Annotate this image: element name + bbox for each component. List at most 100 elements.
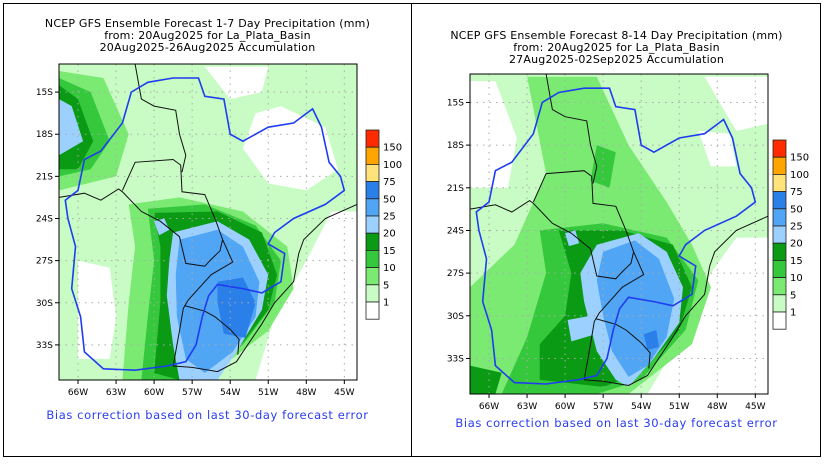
x-tick-label: 57W <box>182 388 202 398</box>
outer-table-border <box>3 3 821 457</box>
precip-field <box>470 74 768 394</box>
colorbar-swatch <box>772 242 787 261</box>
x-tick-label: 48W <box>296 388 316 398</box>
x-tick-label: 48W <box>707 402 727 412</box>
y-tick-label: 21S <box>447 184 464 194</box>
y-tick-label: 18S <box>447 141 464 151</box>
precip-contour-9 <box>470 365 502 394</box>
colorbar-label: 20 <box>790 239 803 250</box>
colorbar-swatch <box>365 198 380 217</box>
y-tick-label: 24S <box>36 214 53 224</box>
x-tick-label: 66W <box>68 388 88 398</box>
chart-subtitle-period: 27Aug2025-02Sep2025 Accumulation <box>508 53 724 66</box>
y-tick-label: 30S <box>36 299 53 309</box>
colorbar-swatch <box>772 139 787 158</box>
y-tick-label: 18S <box>36 130 53 140</box>
colorbar-label: 75 <box>383 177 396 188</box>
precip-map-week1: 66W 63W 60W 57W 54W 51W 48W 45W 15S 18S 21S 24S 27S 3… <box>36 63 402 398</box>
precip-contour-3 <box>698 130 737 167</box>
precip-contour-2 <box>704 76 768 131</box>
colorbar-swatch <box>772 225 787 244</box>
chart-subtitle-from: from: 20Aug2025 for La_Plata_Basin <box>513 41 720 54</box>
panel-divider <box>411 3 412 457</box>
colorbar-label: 50 <box>790 204 803 215</box>
x-tick-label: 63W <box>106 388 126 398</box>
colorbar-swatch <box>772 311 787 330</box>
y-tick-label: 27S <box>36 257 53 267</box>
basin-outline <box>475 87 757 385</box>
chart-title: NCEP GFS Ensemble Forecast 1-7 Day Preci… <box>44 17 371 30</box>
precip-contour-3 <box>255 211 357 380</box>
colorbar-swatch <box>365 301 380 320</box>
colorbar-swatch <box>772 294 787 313</box>
country-border <box>59 188 234 367</box>
x-tick-label: 60W <box>555 402 575 412</box>
x-tick-label: 54W <box>631 402 651 412</box>
colorbar-label: 5 <box>383 280 389 291</box>
colorbar-swatch <box>772 156 787 175</box>
colorbar-label: 1 <box>383 298 389 309</box>
x-tick-label: 54W <box>220 388 240 398</box>
country-borders <box>59 64 357 373</box>
colorbar-swatch <box>365 181 380 200</box>
panel-week1: NCEP GFS Ensemble Forecast 1-7 Day Preci… <box>4 4 411 456</box>
colorbar-swatch <box>365 232 380 251</box>
grid-lines <box>59 64 357 380</box>
bias-correction-note: Bias correction based on last 30-day for… <box>46 408 369 422</box>
colorbar-label: 100 <box>383 160 402 171</box>
country-border <box>595 318 651 369</box>
precip-contour-12 <box>567 315 596 342</box>
panel-week2: NCEP GFS Ensemble Forecast 8-14 Day Prec… <box>413 4 820 456</box>
y-tick-label: 24S <box>447 226 464 236</box>
colorbar-legend: 150 100 75 50 25 20 15 10 5 1 <box>365 129 402 320</box>
country-border <box>184 305 240 355</box>
colorbar-label: 10 <box>383 263 396 274</box>
precip-map-week2: 66W 63W 60W 57W 54W 51W 48W 45W 15S 18S 21S 24S 27S 3… <box>447 73 809 412</box>
colorbar-swatch <box>365 249 380 268</box>
plot-frame <box>469 73 769 395</box>
plot-frame <box>58 63 358 381</box>
x-tick-label: 66W <box>479 402 499 412</box>
y-tick-label: 15S <box>447 98 464 108</box>
y-tick-label: 33S <box>36 341 53 351</box>
colorbar-swatch <box>365 215 380 234</box>
colorbar-label: 20 <box>383 229 396 240</box>
colorbar-swatch <box>772 208 787 227</box>
colorbar-label: 100 <box>790 170 809 181</box>
colorbar-swatch <box>772 174 787 193</box>
country-border <box>121 158 224 240</box>
y-tick-label: 33S <box>447 354 464 364</box>
chart-title: NCEP GFS Ensemble Forecast 8-14 Day Prec… <box>450 29 783 42</box>
colorbar-swatch <box>772 259 787 278</box>
country-border <box>584 215 768 387</box>
country-border <box>134 64 187 173</box>
precip-contour-1 <box>470 81 517 188</box>
colorbar-legend: 150 100 75 50 25 20 15 10 5 1 <box>772 139 809 330</box>
country-border <box>532 170 635 252</box>
colorbar-swatch <box>772 191 787 210</box>
colorbar-label: 150 <box>790 153 809 164</box>
chart-subtitle-period: 20Aug2025-26Aug2025 Accumulation <box>99 41 316 54</box>
colorbar-swatch <box>365 129 380 148</box>
country-borders <box>470 74 768 387</box>
colorbar-swatch <box>772 277 787 296</box>
colorbar-label: 5 <box>790 290 796 301</box>
x-tick-label: 63W <box>517 402 537 412</box>
y-tick-label: 30S <box>447 312 464 322</box>
precip-contour-15 <box>217 277 256 338</box>
colorbar-label: 50 <box>383 194 396 205</box>
colorbar-label: 10 <box>790 273 803 284</box>
country-border <box>470 199 645 380</box>
precip-contour-11 <box>59 99 84 156</box>
x-tick-label: 51W <box>258 388 278 398</box>
chart-subtitle-from: from: 20Aug2025 for La_Plata_Basin <box>104 29 311 42</box>
y-tick-label: 21S <box>36 172 53 182</box>
x-tick-label: 45W <box>334 388 354 398</box>
colorbar-label: 25 <box>790 222 803 233</box>
colorbar-swatch <box>365 146 380 165</box>
bias-correction-note: Bias correction based on last 30-day for… <box>455 416 778 430</box>
grid-lines <box>470 74 768 394</box>
y-tick-label: 27S <box>447 269 464 279</box>
x-tick-label: 45W <box>745 402 765 412</box>
colorbar-swatch <box>365 284 380 303</box>
